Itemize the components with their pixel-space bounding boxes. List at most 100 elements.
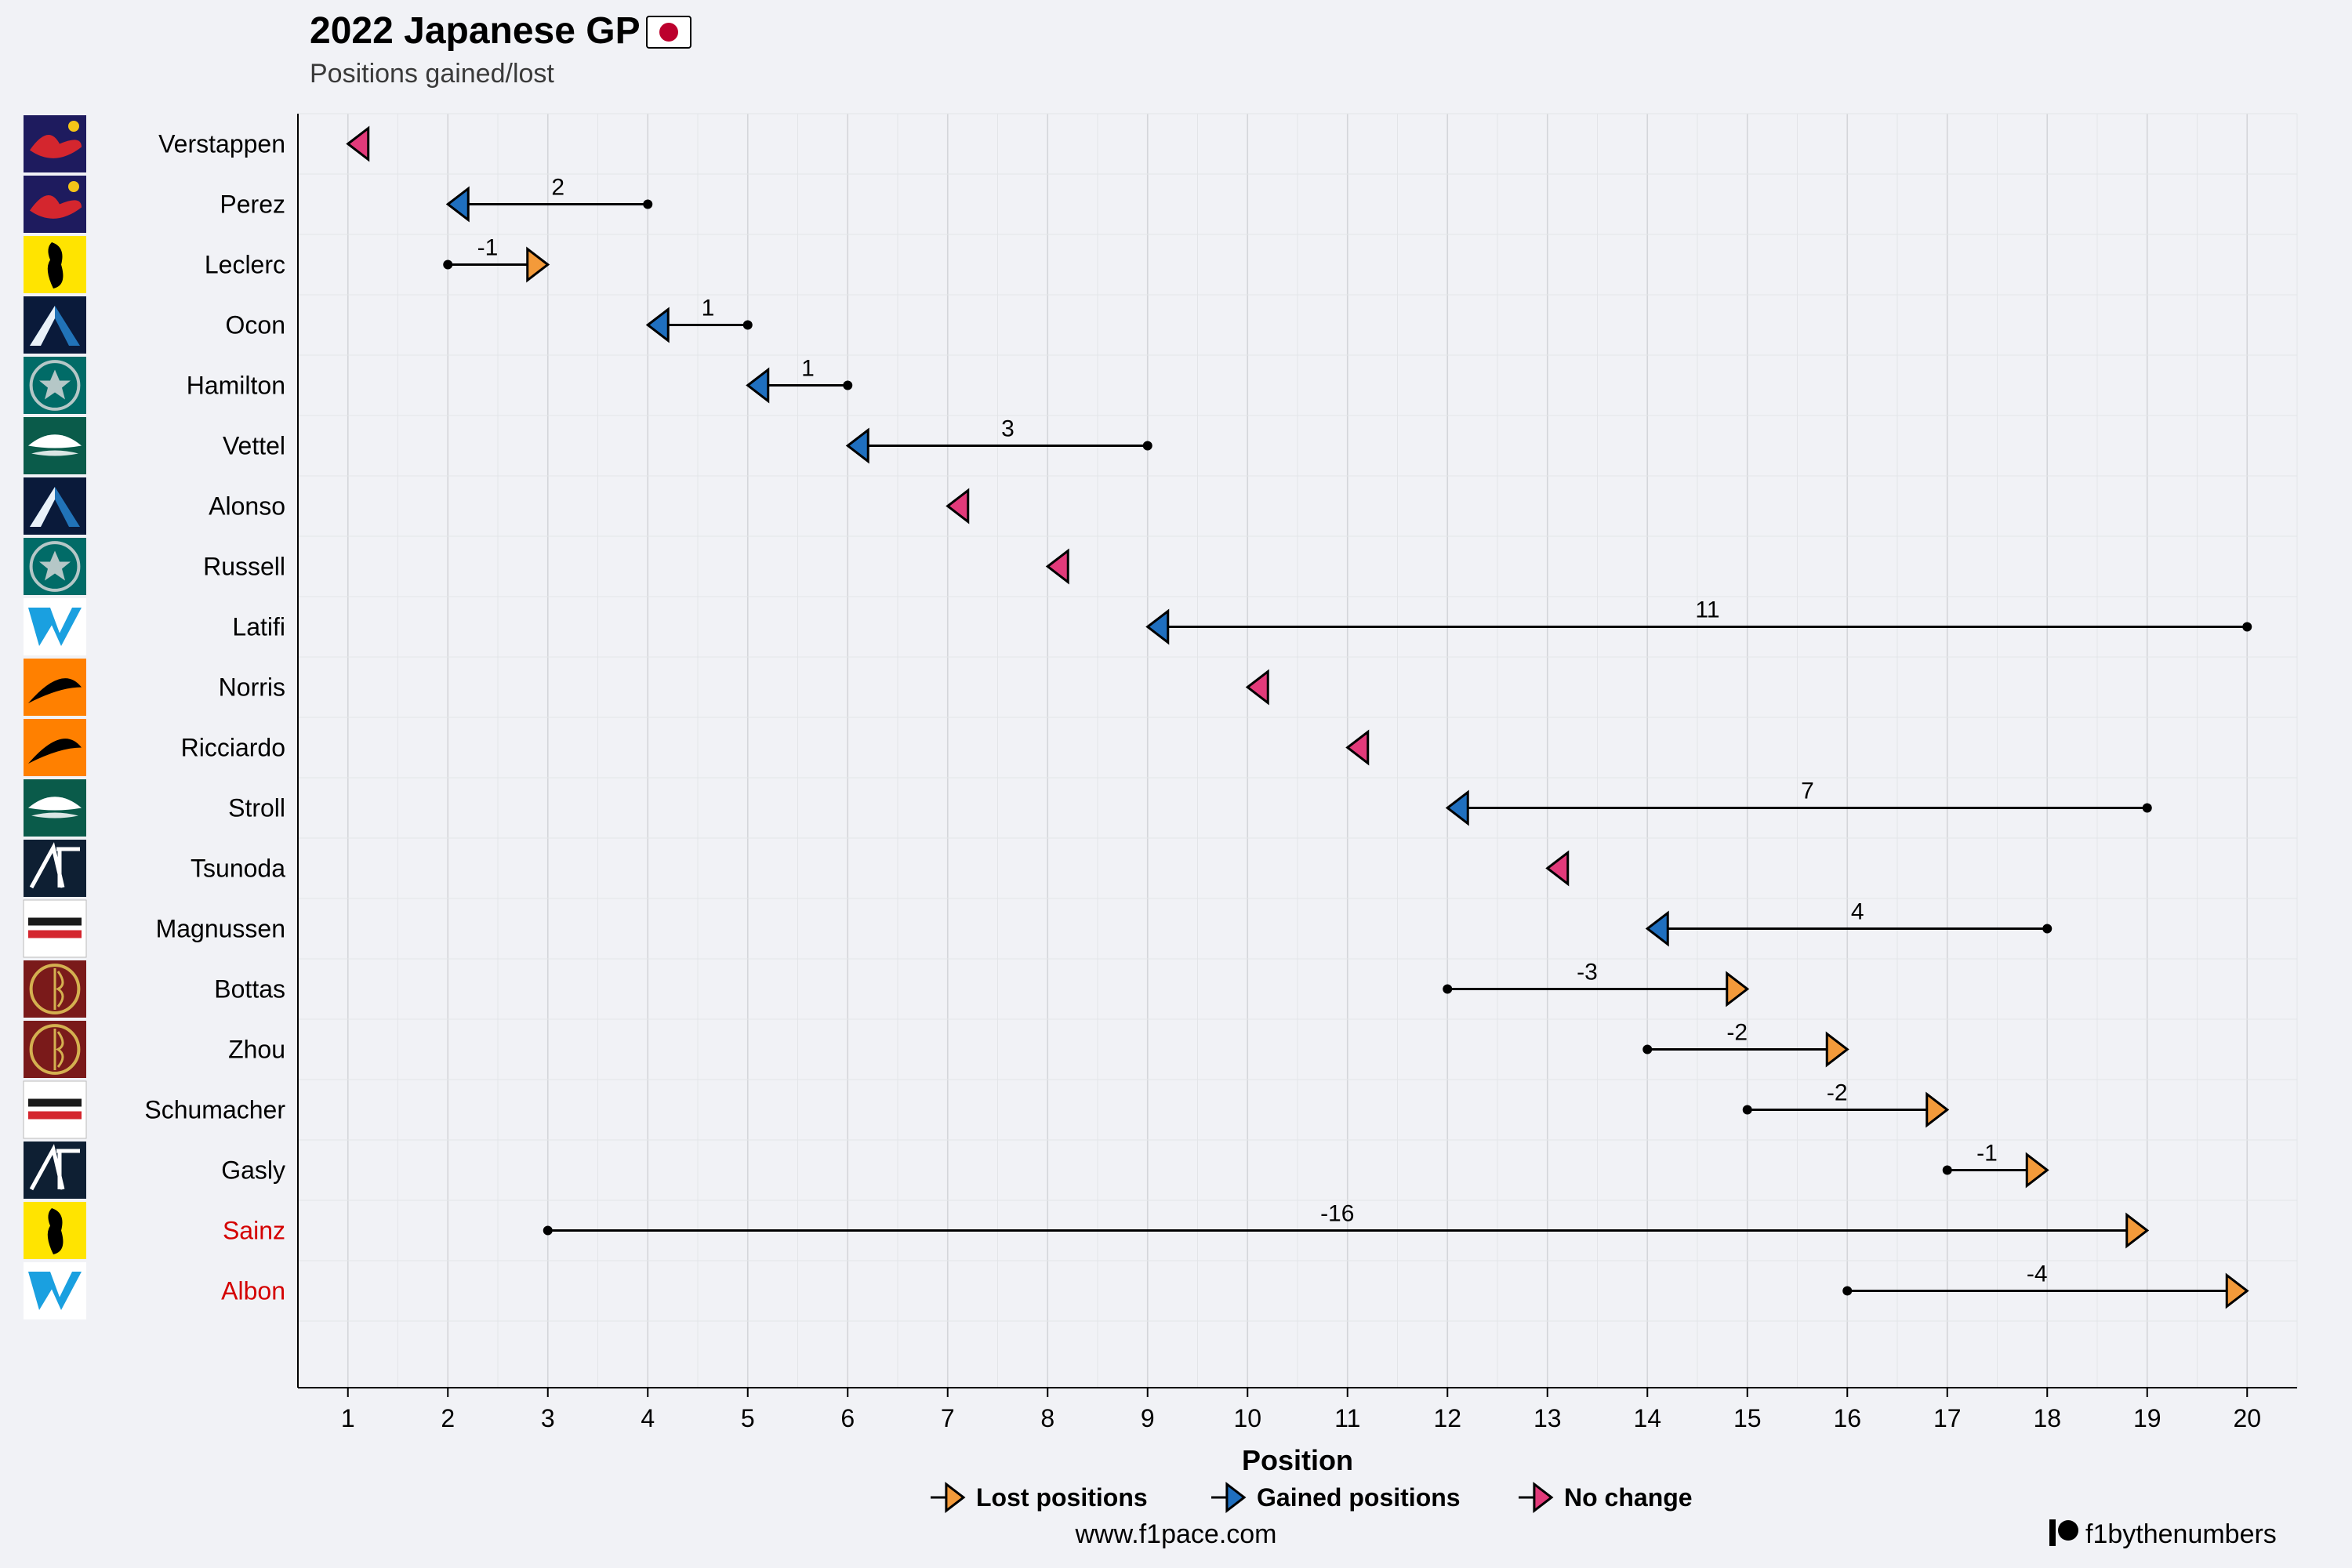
footer-url: www.f1pace.com bbox=[1075, 1519, 1277, 1549]
team-logo-mercedes bbox=[24, 357, 86, 414]
delta-label: 3 bbox=[1001, 416, 1014, 442]
start-dot bbox=[1443, 985, 1452, 994]
chart-title: 2022 Japanese GP bbox=[310, 10, 641, 52]
start-dot bbox=[1943, 1166, 1952, 1175]
start-dot bbox=[1842, 1287, 1852, 1296]
driver-label: Bottas bbox=[214, 975, 285, 1004]
team-logo-alpine bbox=[24, 477, 86, 535]
driver-label: Schumacher bbox=[144, 1096, 285, 1124]
x-tick-label: 11 bbox=[1334, 1404, 1360, 1432]
team-logo-ferrari bbox=[24, 1202, 86, 1259]
footer-handle: f1bythenumbers bbox=[2085, 1519, 2277, 1549]
driver-label: Latifi bbox=[232, 613, 285, 641]
driver-label: Vettel bbox=[223, 432, 285, 460]
team-logo-mclaren bbox=[24, 719, 86, 776]
team-logo-haas bbox=[24, 1081, 86, 1138]
start-dot bbox=[1743, 1105, 1752, 1115]
delta-label: -3 bbox=[1577, 960, 1598, 985]
legend-label: No change bbox=[1564, 1483, 1693, 1512]
team-logo-astonmartin bbox=[24, 417, 86, 474]
driver-label: Hamilton bbox=[187, 372, 285, 400]
chart-subtitle: Positions gained/lost bbox=[310, 59, 554, 89]
delta-label: -2 bbox=[1726, 1020, 1748, 1046]
start-dot bbox=[743, 321, 753, 330]
driver-label: Alonso bbox=[209, 492, 285, 521]
delta-label: 7 bbox=[1801, 779, 1814, 804]
x-tick-label: 3 bbox=[541, 1404, 555, 1432]
chart-bg bbox=[0, 0, 2352, 1568]
delta-label: -1 bbox=[477, 235, 499, 261]
x-tick-label: 19 bbox=[2133, 1404, 2161, 1432]
team-logo-alfaromeo bbox=[24, 1021, 86, 1078]
team-logo-alfaromeo bbox=[24, 960, 86, 1018]
delta-label: 2 bbox=[551, 175, 564, 201]
delta-label: -1 bbox=[1976, 1141, 1998, 1167]
driver-label: Sainz bbox=[223, 1217, 285, 1245]
team-logo-williams bbox=[24, 1262, 86, 1319]
x-tick-label: 17 bbox=[1933, 1404, 1962, 1432]
delta-label: 1 bbox=[702, 296, 715, 321]
grid bbox=[298, 114, 2297, 1388]
delta-label: 11 bbox=[1695, 597, 1719, 623]
driver-label: Leclerc bbox=[205, 251, 285, 279]
start-dot bbox=[443, 260, 452, 270]
delta-label: 1 bbox=[801, 356, 815, 382]
driver-label: Stroll bbox=[228, 794, 285, 822]
x-tick-label: 15 bbox=[1733, 1404, 1762, 1432]
positions-chart: 1234567891011121314151617181920Position2… bbox=[0, 0, 2352, 1568]
team-logo-redbull bbox=[24, 115, 86, 172]
x-tick-label: 16 bbox=[1833, 1404, 1861, 1432]
team-logo-alpine bbox=[24, 296, 86, 354]
driver-label: Norris bbox=[219, 673, 285, 702]
team-logo-mercedes bbox=[24, 538, 86, 595]
start-dot bbox=[643, 200, 652, 209]
delta-label: 4 bbox=[1851, 899, 1864, 925]
driver-label: Tsunoda bbox=[191, 855, 285, 883]
x-tick-label: 1 bbox=[341, 1404, 355, 1432]
driver-label: Zhou bbox=[228, 1036, 285, 1064]
driver-label: Albon bbox=[221, 1277, 285, 1305]
x-tick-label: 12 bbox=[1433, 1404, 1461, 1432]
x-tick-label: 7 bbox=[941, 1404, 955, 1432]
driver-label: Verstappen bbox=[158, 130, 285, 158]
delta-label: -2 bbox=[1827, 1080, 1848, 1106]
team-logo-astonmartin bbox=[24, 779, 86, 837]
delta-label: -16 bbox=[1320, 1201, 1354, 1227]
start-dot bbox=[2143, 804, 2152, 813]
x-tick-label: 5 bbox=[741, 1404, 755, 1432]
team-logo-ferrari bbox=[24, 236, 86, 293]
team-logo-alphatauri bbox=[24, 1142, 86, 1199]
team-logo-alphatauri bbox=[24, 840, 86, 897]
team-logo-mclaren bbox=[24, 659, 86, 716]
driver-label: Perez bbox=[220, 191, 285, 219]
start-dot bbox=[843, 381, 852, 390]
start-dot bbox=[2242, 622, 2252, 632]
x-tick-label: 14 bbox=[1633, 1404, 1661, 1432]
team-logo-williams bbox=[24, 598, 86, 655]
x-tick-label: 18 bbox=[2033, 1404, 2061, 1432]
driver-label: Gasly bbox=[221, 1156, 285, 1185]
x-tick-label: 8 bbox=[1040, 1404, 1054, 1432]
x-tick-label: 10 bbox=[1233, 1404, 1261, 1432]
flag-japan-icon bbox=[647, 16, 691, 48]
start-dot bbox=[543, 1226, 553, 1236]
start-dot bbox=[2042, 924, 2052, 934]
start-dot bbox=[1642, 1045, 1652, 1054]
driver-label: Russell bbox=[203, 553, 285, 581]
team-logo-haas bbox=[24, 900, 86, 957]
legend: Lost positions Gained positions No change bbox=[931, 1483, 1693, 1512]
x-tick-label: 2 bbox=[441, 1404, 455, 1432]
driver-label: Ocon bbox=[226, 311, 285, 339]
start-dot bbox=[1143, 441, 1152, 451]
x-tick-label: 9 bbox=[1141, 1404, 1155, 1432]
x-tick-label: 6 bbox=[840, 1404, 855, 1432]
x-tick-label: 13 bbox=[1534, 1404, 1562, 1432]
team-logo-redbull bbox=[24, 176, 86, 233]
x-tick-label: 20 bbox=[2233, 1404, 2261, 1432]
driver-label: Magnussen bbox=[156, 915, 285, 943]
x-tick-label: 4 bbox=[641, 1404, 655, 1432]
delta-label: -4 bbox=[2027, 1261, 2048, 1287]
legend-label: Lost positions bbox=[976, 1483, 1148, 1512]
driver-label: Ricciardo bbox=[181, 734, 285, 762]
legend-label: Gained positions bbox=[1257, 1483, 1461, 1512]
